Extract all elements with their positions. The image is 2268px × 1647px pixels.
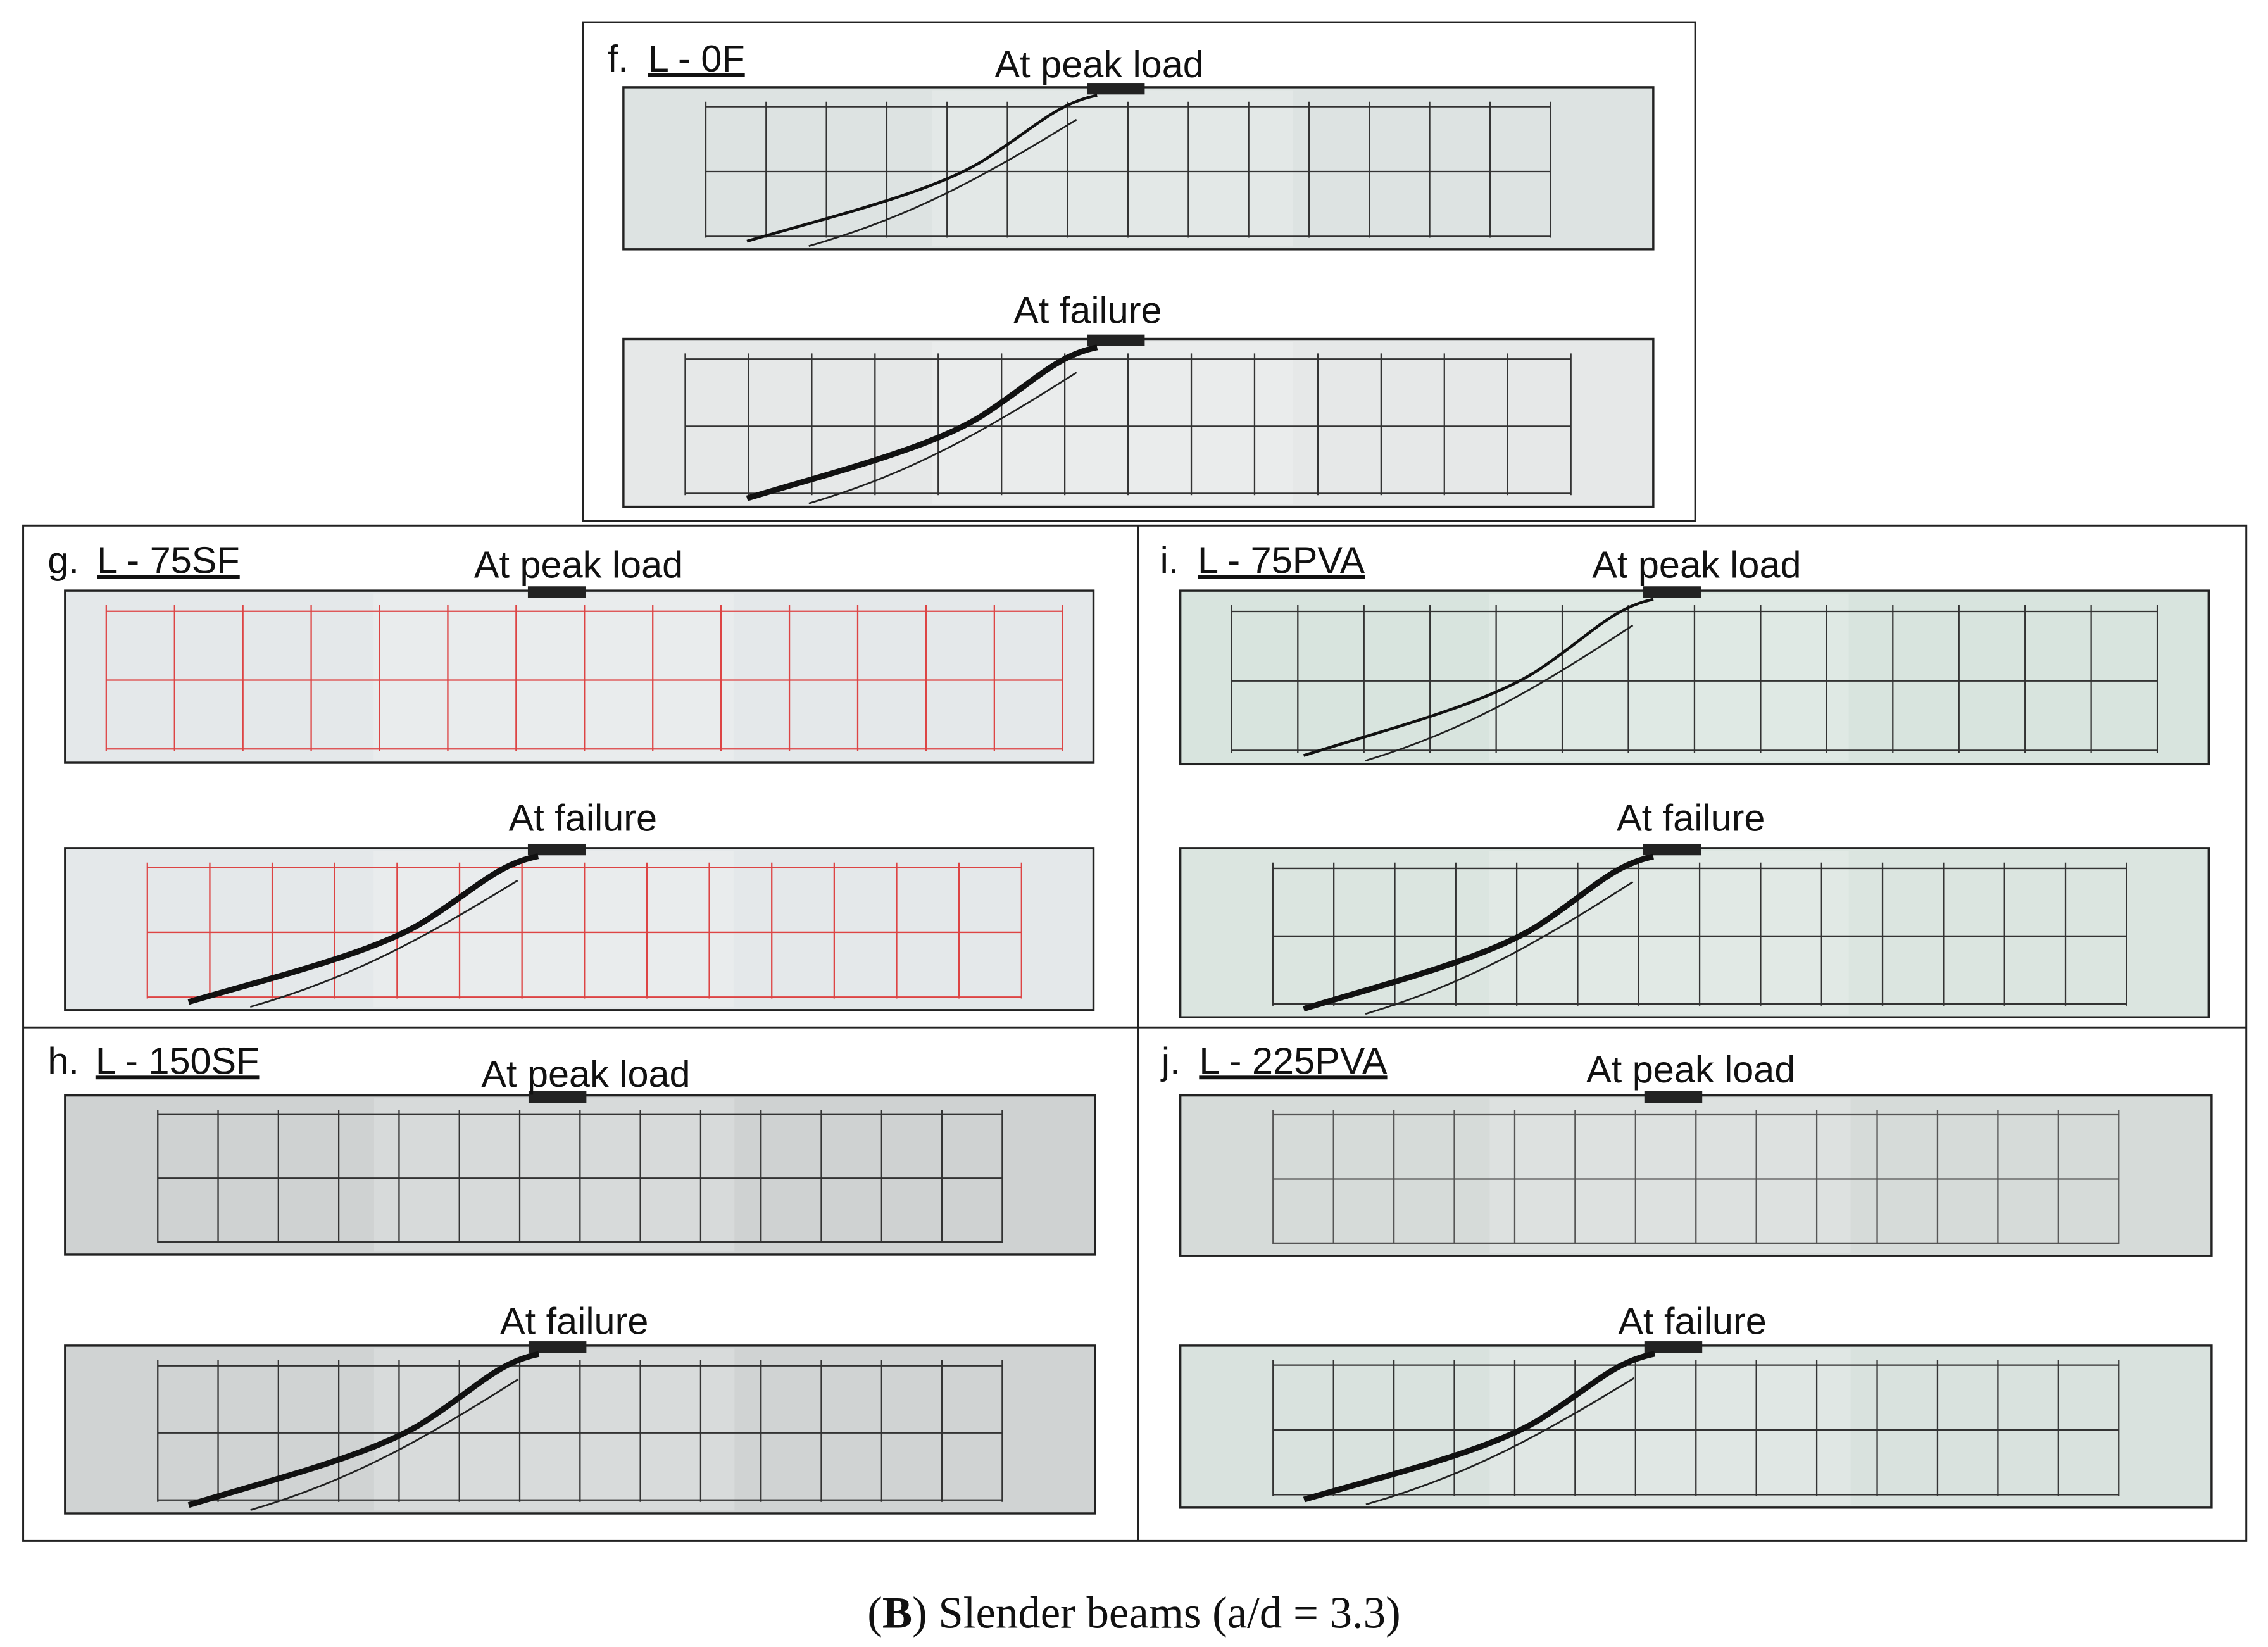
panel-name: L - 75PVA <box>1198 539 1365 582</box>
beam-photo <box>64 847 1095 1011</box>
crack <box>187 1351 540 1508</box>
caption-letter: B <box>882 1589 912 1638</box>
caption-peak: At peak load <box>474 544 683 586</box>
panel-label: i. <box>1160 539 1179 582</box>
beam-photo <box>622 337 1655 508</box>
support-plate <box>528 1091 587 1103</box>
crack <box>746 94 1098 243</box>
beam-shade <box>1489 1348 1851 1505</box>
caption-peak: At peak load <box>1586 1048 1795 1091</box>
beam-shade <box>1489 851 1849 1015</box>
beam-shade <box>373 593 734 760</box>
crack <box>187 853 539 1005</box>
support-plate <box>1644 1091 1703 1103</box>
beam-photo <box>64 589 1095 764</box>
frame-f <box>582 21 1696 522</box>
panel-label: j. <box>1160 1039 1181 1082</box>
panel-frames <box>22 21 2248 1542</box>
caption-failure: At failure <box>500 1300 648 1343</box>
beam-photo <box>1179 847 2210 1018</box>
caption-failure: At failure <box>1013 289 1162 331</box>
beam-shade <box>373 1348 735 1511</box>
crack <box>249 879 518 1008</box>
caption-open: ( <box>867 1589 882 1638</box>
panel-name: L - 75SF <box>97 539 240 582</box>
crack <box>1303 853 1654 1012</box>
panel-label: h. <box>47 1039 79 1082</box>
support-plate <box>527 586 586 598</box>
support-plate <box>527 843 586 856</box>
beam-photos <box>64 83 2213 1515</box>
caption-rest: ) Slender beams (a/d = 3.3) <box>912 1589 1401 1638</box>
beam-shade <box>1489 593 1849 761</box>
panel-name: L - 0F <box>648 37 745 80</box>
caption-failure: At failure <box>1618 1300 1766 1343</box>
crack <box>1365 1377 1635 1506</box>
support-plate <box>1644 1341 1703 1353</box>
crack <box>250 1378 519 1511</box>
crack <box>808 372 1077 504</box>
panel-name: L - 225PVA <box>1199 1039 1388 1082</box>
crack <box>808 118 1077 247</box>
crack <box>1303 1351 1655 1503</box>
caption-peak: At peak load <box>1592 544 1801 586</box>
beam-photo <box>622 86 1655 251</box>
crack <box>1365 624 1634 762</box>
caption-failure: At failure <box>1617 796 1765 839</box>
caption-peak: At peak load <box>995 43 1204 85</box>
crack <box>1303 598 1654 757</box>
beam-shade <box>932 342 1293 504</box>
support-plate <box>528 1341 587 1353</box>
support-plate <box>1643 586 1701 598</box>
panel-name: L - 150SF <box>96 1039 260 1082</box>
support-plate <box>1643 843 1701 856</box>
figure-caption: (B) Slender beams (a/d = 3.3) <box>867 1589 1400 1638</box>
caption-failure: At failure <box>509 796 657 839</box>
support-plate <box>1087 334 1145 346</box>
panel-label: g. <box>47 539 79 582</box>
support-plate <box>1087 83 1145 95</box>
beam-shade <box>1489 1098 1851 1253</box>
beam-shade <box>373 1098 735 1252</box>
beam-shade <box>373 851 734 1008</box>
beam-shade <box>932 90 1293 247</box>
crack <box>746 344 1098 501</box>
crack <box>1365 881 1634 1015</box>
panel-label: f. <box>608 37 629 80</box>
caption-peak: At peak load <box>481 1053 690 1095</box>
frame-grid <box>22 524 2248 1542</box>
